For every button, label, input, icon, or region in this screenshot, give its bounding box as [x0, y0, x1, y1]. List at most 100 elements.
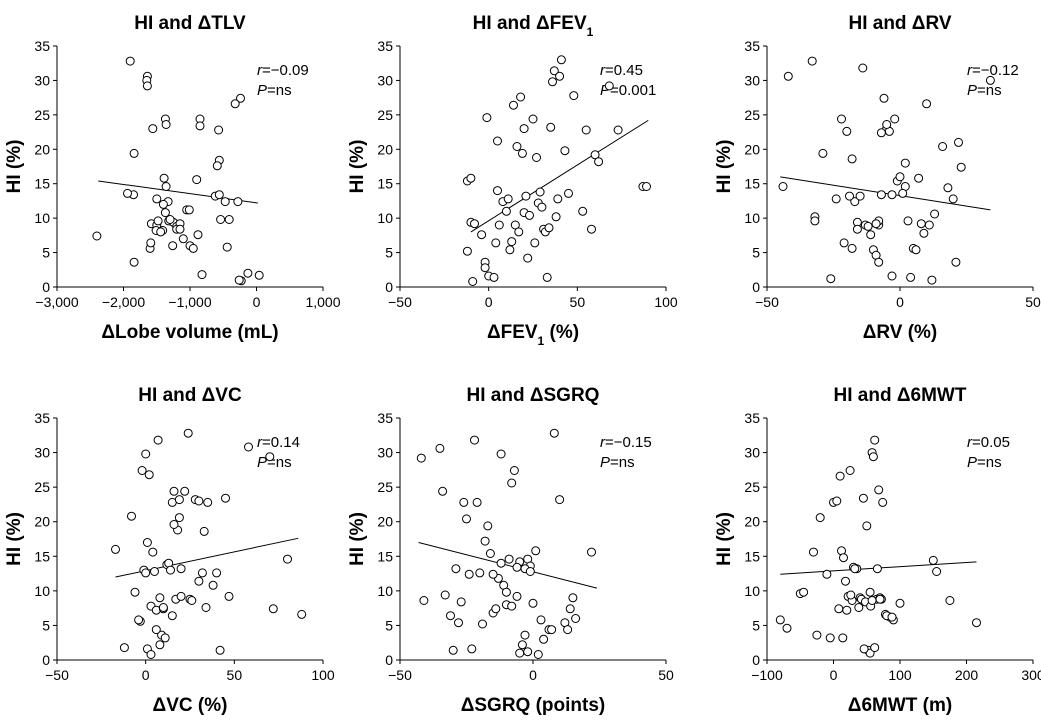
data-point — [874, 485, 884, 495]
x-tick-label: 0 — [830, 667, 838, 683]
data-point — [852, 224, 862, 234]
y-tick-label: 0 — [752, 279, 760, 295]
x-tick-label: 300 — [1021, 667, 1041, 683]
y-tick-label: 5 — [42, 617, 50, 633]
y-tick-label: 25 — [34, 107, 50, 123]
data-point — [178, 234, 188, 244]
p-value: P=ns — [967, 454, 1002, 471]
y-tick-label: 15 — [34, 176, 50, 192]
data-point — [130, 587, 140, 597]
data-point — [517, 148, 527, 158]
y-tick-label: 25 — [34, 479, 50, 495]
data-point — [123, 188, 132, 198]
y-axis-label: HI (%) — [714, 140, 735, 194]
data-point — [835, 471, 845, 481]
data-point — [203, 497, 213, 507]
x-tick-label: 100 — [888, 667, 912, 683]
x-tick-label: −50 — [755, 294, 779, 310]
data-point — [954, 137, 963, 147]
data-point — [243, 268, 253, 278]
data-point — [810, 216, 820, 226]
x-tick-label: 0 — [485, 294, 493, 310]
data-point — [555, 495, 565, 505]
y-tick-label: 15 — [34, 548, 50, 564]
data-point — [932, 567, 942, 576]
data-point — [477, 230, 487, 240]
data-point — [519, 124, 529, 134]
data-point — [220, 197, 230, 207]
data-point — [254, 270, 264, 280]
x-axis-label: ΔSGRQ (points) — [461, 695, 606, 716]
data-point — [900, 158, 910, 168]
data-point — [822, 569, 832, 579]
data-point — [222, 242, 232, 252]
data-point — [165, 215, 175, 224]
data-point — [129, 257, 139, 267]
data-point — [167, 611, 177, 621]
data-point — [839, 238, 849, 248]
data-point — [188, 243, 198, 253]
data-point — [193, 230, 203, 240]
data-point — [194, 496, 204, 506]
data-point — [568, 593, 578, 603]
data-point — [521, 191, 531, 201]
y-tick-label: 30 — [377, 445, 393, 461]
y-tick-label: 10 — [34, 210, 50, 226]
data-point — [161, 182, 171, 191]
y-tick-label: 35 — [377, 410, 393, 426]
data-point — [192, 175, 202, 185]
data-point — [230, 99, 240, 109]
x-tick-label: 50 — [1025, 294, 1041, 310]
data-point — [485, 549, 495, 558]
data-point — [972, 618, 981, 628]
data-point — [482, 113, 492, 123]
data-point — [834, 604, 844, 614]
data-point — [175, 224, 185, 234]
p-value: P=ns — [257, 454, 292, 471]
data-point — [807, 56, 817, 66]
x-tick-label: 1,000 — [305, 294, 340, 310]
y-tick-label: 35 — [744, 410, 760, 426]
data-point — [150, 567, 159, 576]
data-point — [868, 452, 878, 462]
data-point — [146, 238, 156, 248]
y-axis-label: HI (%) — [347, 512, 368, 566]
data-point — [859, 644, 869, 654]
data-point — [956, 162, 966, 172]
data-point — [867, 596, 877, 605]
data-point — [419, 596, 429, 605]
data-point — [927, 275, 937, 285]
data-point — [489, 272, 499, 282]
y-tick-label: 0 — [42, 652, 50, 668]
y-tick-label: 5 — [752, 245, 760, 261]
data-point — [501, 587, 511, 597]
panel-a: HI and ΔTLV 0 5 10 15 20 25 30 35 −3,000 −2,000 −1,… — [4, 13, 341, 343]
data-point — [501, 206, 511, 216]
x-tick-label: 50 — [570, 294, 586, 310]
data-point — [208, 580, 218, 590]
data-point — [160, 633, 170, 643]
data-point — [160, 208, 170, 218]
data-point — [858, 63, 868, 73]
y-tick-label: 30 — [377, 72, 393, 88]
y-tick-label: 20 — [744, 514, 760, 530]
x-tick-label: 0 — [253, 294, 261, 310]
y-tick-label: 5 — [42, 245, 50, 261]
data-point — [509, 100, 518, 110]
data-point — [560, 146, 570, 156]
data-point — [451, 564, 461, 574]
x-tick-label: −50 — [388, 667, 412, 683]
data-point — [201, 603, 211, 612]
data-point — [919, 228, 929, 238]
data-point — [587, 547, 596, 557]
data-point — [152, 194, 162, 204]
data-point — [553, 194, 563, 204]
data-point — [847, 243, 857, 253]
data-point — [153, 216, 163, 226]
data-point — [187, 596, 197, 605]
data-point — [578, 206, 588, 216]
data-point — [176, 591, 186, 601]
data-point — [224, 591, 234, 601]
data-point — [809, 547, 818, 557]
